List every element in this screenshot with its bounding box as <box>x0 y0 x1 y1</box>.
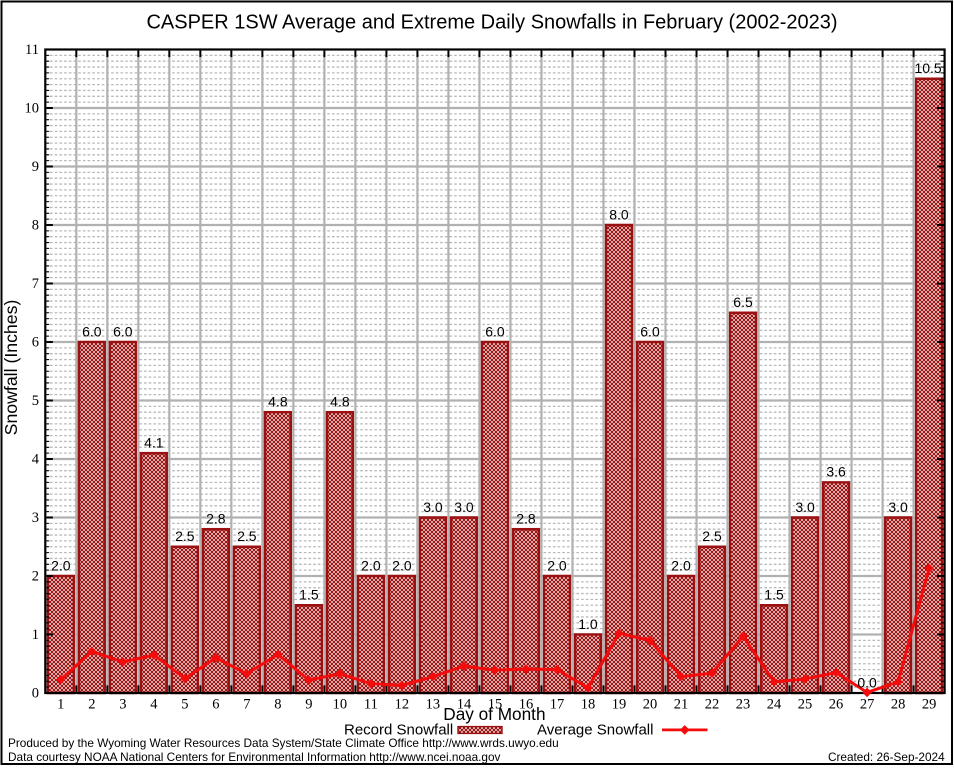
svg-text:4.8: 4.8 <box>330 394 350 410</box>
svg-text:1.0: 1.0 <box>578 616 598 632</box>
svg-text:12: 12 <box>395 697 410 713</box>
svg-text:22: 22 <box>705 697 720 713</box>
svg-text:6.0: 6.0 <box>82 323 102 339</box>
svg-text:2.8: 2.8 <box>206 511 226 527</box>
svg-text:15: 15 <box>488 697 503 713</box>
svg-text:9: 9 <box>305 697 312 713</box>
svg-text:25: 25 <box>798 697 813 713</box>
svg-text:8.0: 8.0 <box>609 206 629 222</box>
svg-text:2.0: 2.0 <box>392 557 412 573</box>
svg-text:24: 24 <box>767 697 782 713</box>
svg-text:17: 17 <box>550 697 565 713</box>
svg-text:6.0: 6.0 <box>640 323 660 339</box>
svg-text:Record Snowfall: Record Snowfall <box>344 722 453 739</box>
svg-text:2.8: 2.8 <box>516 511 536 527</box>
svg-text:9: 9 <box>32 159 39 175</box>
svg-text:3.0: 3.0 <box>888 499 908 515</box>
svg-text:2.0: 2.0 <box>671 557 691 573</box>
svg-text:4: 4 <box>32 451 40 467</box>
svg-text:Day of Month: Day of Month <box>443 704 545 724</box>
svg-text:3.6: 3.6 <box>826 464 846 480</box>
svg-text:Average Snowfall: Average Snowfall <box>537 722 653 739</box>
svg-text:CASPER 1SW Average and Extreme: CASPER 1SW Average and Extreme Daily Sno… <box>146 11 837 33</box>
svg-text:Data courtesy NOAA National Ce: Data courtesy NOAA National Centers for … <box>8 750 501 764</box>
svg-text:0: 0 <box>32 685 39 701</box>
svg-text:3: 3 <box>32 510 39 526</box>
svg-text:2.0: 2.0 <box>547 557 567 573</box>
svg-text:3.0: 3.0 <box>454 499 474 515</box>
svg-text:4.8: 4.8 <box>268 394 288 410</box>
svg-text:14: 14 <box>457 697 472 713</box>
svg-text:Snowfall (Inches): Snowfall (Inches) <box>1 300 21 436</box>
svg-text:10: 10 <box>333 697 348 713</box>
svg-text:6.0: 6.0 <box>485 323 505 339</box>
svg-text:2.5: 2.5 <box>237 528 257 544</box>
svg-text:3: 3 <box>119 697 126 713</box>
svg-text:2: 2 <box>88 697 95 713</box>
svg-text:11: 11 <box>364 697 378 713</box>
svg-text:6: 6 <box>32 334 39 350</box>
svg-text:3.0: 3.0 <box>795 499 815 515</box>
svg-text:1: 1 <box>57 697 64 713</box>
svg-text:Created: 26-Sep-2024: Created: 26-Sep-2024 <box>828 750 945 764</box>
svg-text:2: 2 <box>32 568 39 584</box>
svg-text:1.5: 1.5 <box>299 587 319 603</box>
svg-text:Produced by the Wyoming Water: Produced by the Wyoming Water Resources … <box>8 736 559 750</box>
svg-text:19: 19 <box>612 697 627 713</box>
svg-text:28: 28 <box>891 697 906 713</box>
svg-text:18: 18 <box>581 697 596 713</box>
svg-text:26: 26 <box>829 697 844 713</box>
svg-text:1.5: 1.5 <box>764 587 784 603</box>
svg-text:4: 4 <box>150 697 158 713</box>
svg-text:7: 7 <box>243 697 250 713</box>
svg-text:8: 8 <box>274 697 281 713</box>
svg-text:7: 7 <box>32 276 39 292</box>
svg-text:4.1: 4.1 <box>144 434 164 450</box>
svg-text:21: 21 <box>674 697 689 713</box>
svg-text:29: 29 <box>922 697 937 713</box>
svg-text:2.5: 2.5 <box>175 528 195 544</box>
svg-text:6.5: 6.5 <box>733 294 753 310</box>
svg-text:6: 6 <box>212 697 219 713</box>
svg-text:3.0: 3.0 <box>423 499 443 515</box>
svg-text:10.5: 10.5 <box>914 60 941 76</box>
svg-text:8: 8 <box>32 217 39 233</box>
svg-text:5: 5 <box>32 393 39 409</box>
svg-text:27: 27 <box>860 697 875 713</box>
svg-text:0.0: 0.0 <box>857 674 877 690</box>
svg-text:23: 23 <box>736 697 751 713</box>
svg-text:2.0: 2.0 <box>361 557 381 573</box>
svg-text:20: 20 <box>643 697 658 713</box>
svg-text:11: 11 <box>25 42 39 58</box>
svg-text:10: 10 <box>25 100 40 116</box>
svg-text:1: 1 <box>32 627 39 643</box>
svg-text:16: 16 <box>519 697 534 713</box>
svg-text:6.0: 6.0 <box>113 323 133 339</box>
svg-text:13: 13 <box>426 697 441 713</box>
svg-text:2.5: 2.5 <box>702 528 722 544</box>
svg-text:2.0: 2.0 <box>51 557 71 573</box>
svg-text:5: 5 <box>181 697 188 713</box>
